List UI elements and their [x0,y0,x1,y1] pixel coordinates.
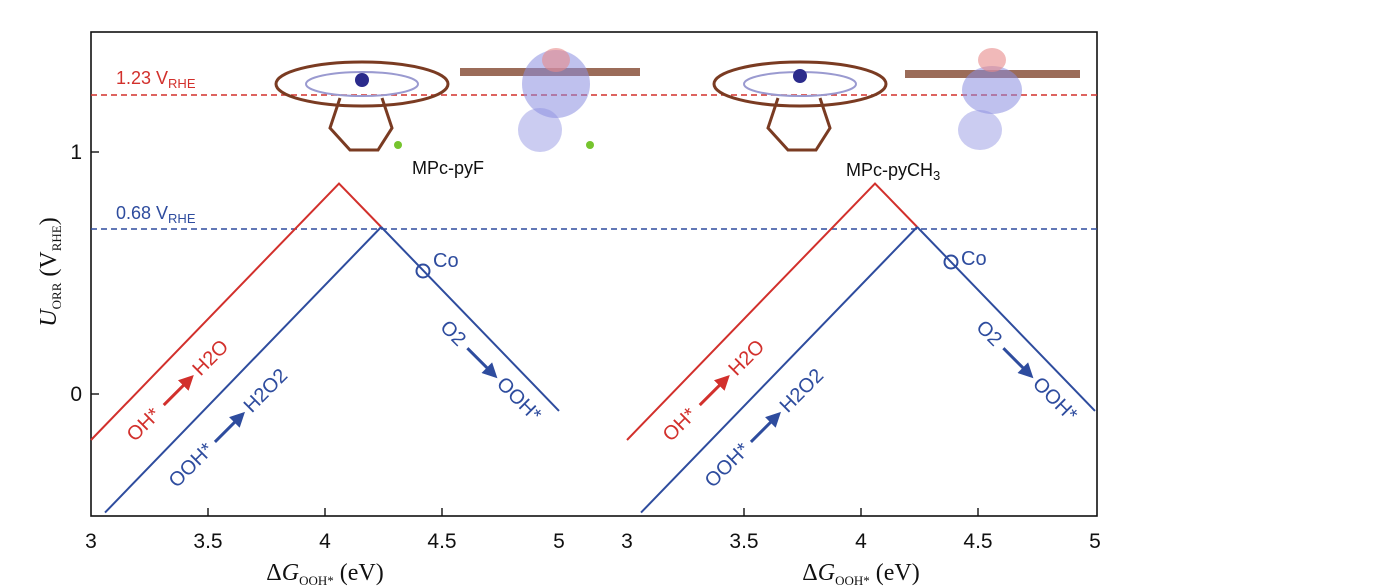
series-line-right-2 [916,226,1096,412]
molecule-structure-right [712,60,888,152]
y-axis-label: UORR (VRHE) [36,217,64,326]
series-line-left-1 [104,226,382,514]
x-axis-label-right: ΔGOOH* (eV) [802,560,919,586]
svg-text:OOH*: OOH* [492,373,545,426]
svg-text:H2O2: H2O2 [776,365,829,418]
co-marker-left: Co [415,250,459,279]
x-tick-label: 3.5 [729,530,758,553]
co-point-right [943,254,959,270]
svg-text:OH*: OH* [123,404,165,446]
svg-text:H2O: H2O [725,336,770,381]
annotation-blue-right-left: O2 OOH* [436,316,546,426]
series-line-left-2 [380,226,560,412]
x-axis-label-left: ΔGOOH* (eV) [266,560,383,586]
series-line-right-1 [640,226,918,514]
x-tick-label: 3 [85,530,97,553]
x-axis-right: 3 3.5 4 4.5 5 [621,508,1101,553]
y-tick-label-1: 1 [70,141,82,164]
plot-frame [90,31,1098,517]
molecule-label-left: MPc-pyF [412,158,484,178]
x-tick-label: 4.5 [427,530,456,553]
x-tick-label: 4 [319,530,331,553]
co-marker-right: Co [943,248,987,270]
x-tick-label: 5 [553,530,565,553]
x-tick-label: 3 [621,530,633,553]
x-tick-label: 4.5 [963,530,992,553]
svg-text:O2: O2 [972,316,1006,350]
x-tick-label: 5 [1089,530,1101,553]
ref-label-1.23: 1.23 VRHE [116,68,196,91]
series-group-right [626,182,1096,514]
x-tick-label: 4 [855,530,867,553]
molecule-structure-left [274,60,450,152]
series-group-left [90,182,560,514]
ref-label-0.68: 0.68 VRHE [116,203,196,226]
y-tick-label-0: 0 [70,383,82,406]
x-tick-label: 3.5 [193,530,222,553]
y-axis: 0 1 [70,141,99,406]
series-line-right-0 [626,182,918,441]
co-point-left [415,263,431,279]
co-label-left: Co [433,250,459,272]
charge-density-left [460,48,640,152]
series-line-left-0 [90,182,382,441]
svg-text:OOH*: OOH* [1028,373,1081,426]
svg-text:H2O: H2O [189,336,234,381]
co-label-right: Co [961,248,987,270]
svg-text:H2O2: H2O2 [240,365,293,418]
svg-text:OOH*: OOH* [701,439,754,492]
svg-text:OH*: OH* [659,404,701,446]
svg-text:O2: O2 [436,316,470,350]
molecule-label-right: MPc-pyCH3 [846,160,940,183]
x-axis-left: 3 3.5 4 4.5 5 [85,508,565,553]
svg-text:OOH*: OOH* [165,439,218,492]
charge-density-right [905,48,1080,150]
annotation-blue-right-right: O2 OOH* [972,316,1082,426]
